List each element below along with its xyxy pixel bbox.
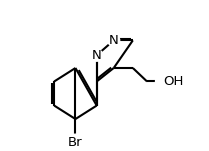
Circle shape [108, 34, 120, 46]
Circle shape [91, 49, 103, 61]
Circle shape [67, 134, 84, 151]
Text: N: N [109, 34, 119, 47]
Circle shape [155, 73, 172, 90]
Text: Br: Br [68, 136, 83, 149]
Text: OH: OH [164, 75, 184, 88]
Text: N: N [92, 49, 102, 62]
